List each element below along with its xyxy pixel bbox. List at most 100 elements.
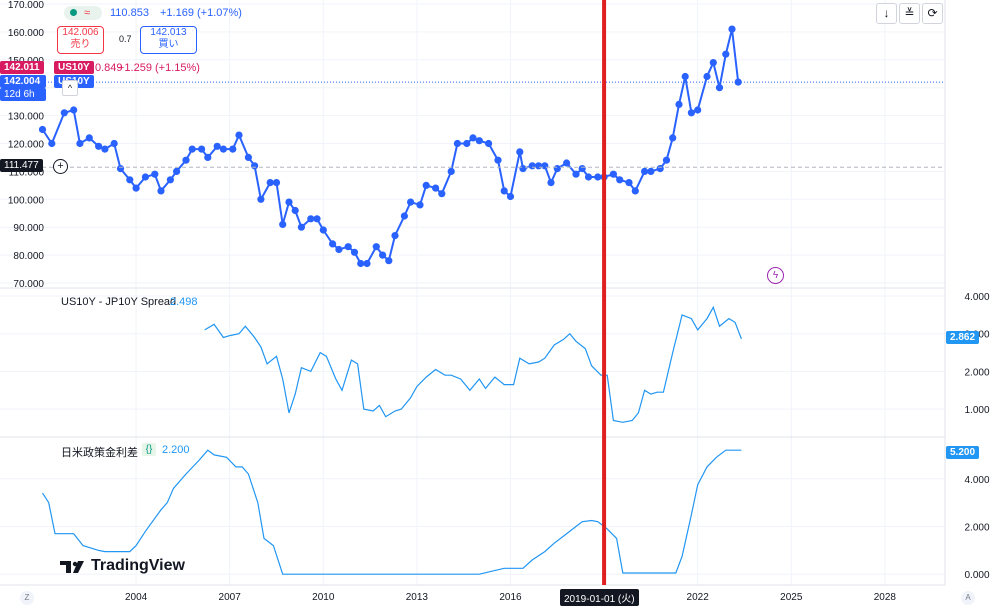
x-tick-label: 2028 bbox=[874, 592, 897, 603]
auto-scale-right-button[interactable]: A bbox=[961, 591, 975, 605]
main-series-point bbox=[625, 179, 633, 187]
scroll-down-button[interactable]: ↓ bbox=[876, 3, 897, 24]
tradingview-logo-icon bbox=[60, 561, 84, 573]
sell-button[interactable]: 142.006 売り bbox=[57, 26, 104, 54]
buy-button[interactable]: 142.013 買い bbox=[140, 26, 197, 54]
main-series-point bbox=[734, 78, 742, 86]
grid bbox=[0, 0, 945, 585]
news-bolt-icon[interactable]: ϟ bbox=[767, 267, 784, 284]
main-series-point bbox=[60, 109, 68, 117]
main-series-point bbox=[344, 243, 352, 251]
script-source-icon[interactable]: {} bbox=[142, 443, 156, 456]
main-series-point bbox=[541, 162, 549, 170]
main-series-point bbox=[350, 248, 359, 256]
add-alert-button[interactable]: + bbox=[53, 159, 68, 174]
rate-diff-price-tag: 5.200 bbox=[946, 446, 980, 459]
main-series-point bbox=[506, 192, 515, 201]
tick-labels: 70.000 80.000 90.000 100.000 110.000 120.000 1… bbox=[8, 0, 990, 581]
price-tag-second: 142.004 bbox=[0, 75, 46, 88]
refresh-icon: ⟳ bbox=[927, 6, 938, 20]
main-series-point bbox=[385, 257, 393, 265]
main-series-point bbox=[235, 131, 243, 139]
buy-label: 買い bbox=[158, 39, 179, 50]
main-series-point bbox=[110, 139, 118, 148]
tradingview-logo-text: TradingView bbox=[91, 557, 185, 574]
main-series-point bbox=[151, 170, 159, 178]
y-tick-label: 100.000 bbox=[8, 195, 45, 206]
main-series-point bbox=[669, 134, 677, 142]
main-series-point bbox=[694, 106, 702, 114]
main-series-point bbox=[173, 167, 181, 175]
main-series-point bbox=[675, 100, 683, 108]
main-series-point bbox=[95, 142, 103, 150]
symbol-overlay-tag: US10Y bbox=[54, 61, 94, 74]
spread-price-tag: 2.862 bbox=[946, 331, 980, 344]
main-series-point bbox=[307, 215, 315, 223]
main-series-point bbox=[291, 206, 299, 215]
main-series-point bbox=[76, 139, 84, 148]
main-series-point bbox=[641, 167, 649, 175]
collapse-legend-button[interactable]: ^ bbox=[62, 80, 78, 96]
crosshair bbox=[0, 0, 945, 585]
main-series-point bbox=[219, 145, 227, 153]
header-change: +1.169 (+1.07%) bbox=[160, 7, 242, 19]
bar-countdown: 12d 6h bbox=[0, 88, 46, 101]
main-series-point bbox=[422, 181, 430, 189]
chevron-up-icon: ^ bbox=[67, 83, 73, 93]
pane-separators bbox=[0, 0, 946, 586]
main-series-point bbox=[126, 176, 134, 184]
x-tick-label: 2013 bbox=[406, 592, 429, 603]
main-series-point bbox=[204, 153, 212, 161]
main-series-point bbox=[198, 145, 206, 153]
main-series-point bbox=[687, 109, 696, 117]
main-series-point bbox=[297, 223, 305, 231]
main-series-point bbox=[416, 201, 424, 209]
main-series-point bbox=[329, 240, 337, 248]
main-series-point bbox=[229, 145, 237, 153]
main-series-point bbox=[516, 148, 524, 156]
main-series-point bbox=[728, 25, 736, 33]
sell-label: 売り bbox=[70, 39, 91, 50]
collapse-panes-button[interactable]: ≚ bbox=[899, 3, 920, 24]
main-series-point bbox=[519, 165, 527, 173]
y-tick-label: 0.000 bbox=[964, 570, 989, 581]
main-series-point bbox=[400, 212, 408, 220]
y-tick-label: 70.000 bbox=[13, 279, 44, 290]
main-series-point bbox=[335, 245, 343, 254]
y-tick-label: 4.000 bbox=[964, 292, 989, 303]
x-tick-label: 2004 bbox=[125, 592, 148, 603]
sell-price: 142.006 bbox=[62, 27, 99, 38]
spread-series-line bbox=[204, 305, 742, 423]
main-series-point bbox=[453, 139, 461, 148]
main-series-point bbox=[372, 243, 380, 251]
symbol-overlay-value: 0.849 bbox=[95, 62, 123, 74]
x-tick-label: 2016 bbox=[499, 592, 522, 603]
market-status-pill[interactable]: ≈ bbox=[64, 6, 102, 20]
y-tick-label: 120.000 bbox=[8, 140, 45, 151]
main-series-point bbox=[266, 179, 274, 187]
main-series-point bbox=[722, 50, 730, 58]
main-series-point bbox=[48, 139, 56, 148]
main-series-point bbox=[279, 220, 287, 228]
y-tick-label: 2.000 bbox=[964, 367, 989, 378]
x-tick-label: 2025 bbox=[780, 592, 803, 603]
main-series-point bbox=[313, 215, 321, 223]
wave-icon: ≈ bbox=[84, 7, 91, 19]
auto-scale-left-button[interactable]: Z bbox=[20, 591, 34, 605]
y-tick-label: 130.000 bbox=[8, 112, 45, 123]
market-open-dot-icon bbox=[70, 9, 77, 16]
header-price: 110.853 bbox=[110, 7, 149, 19]
main-series-point bbox=[166, 176, 174, 184]
crosshair-price-tag: 111.477 bbox=[0, 159, 43, 172]
main-series-point bbox=[85, 134, 93, 142]
main-series-point bbox=[438, 190, 446, 198]
y-tick-label: 1.000 bbox=[964, 405, 989, 416]
main-series-point bbox=[703, 72, 711, 81]
main-series-point bbox=[681, 72, 689, 81]
main-series-point bbox=[285, 198, 293, 206]
main-series-point bbox=[485, 139, 493, 148]
symbol-overlay-change: +1.259 (+1.15%) bbox=[118, 62, 200, 74]
reset-chart-button[interactable]: ⟳ bbox=[922, 3, 943, 24]
buy-price: 142.013 bbox=[150, 27, 187, 38]
